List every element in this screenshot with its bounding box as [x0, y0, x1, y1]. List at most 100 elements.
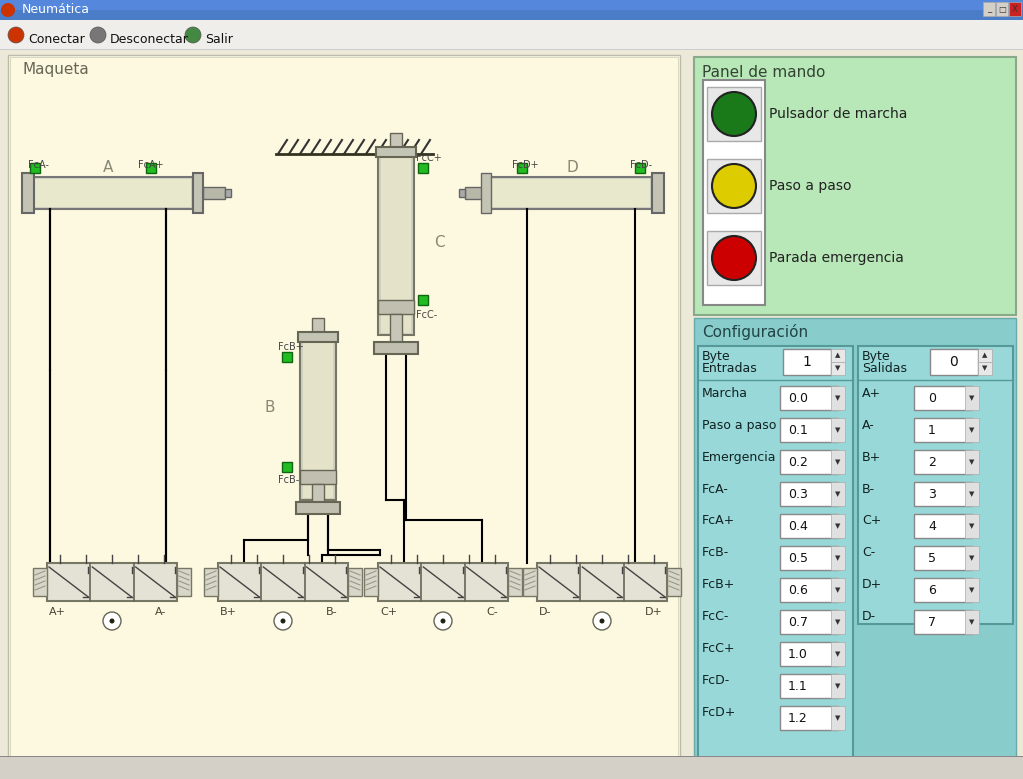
Text: D: D	[567, 160, 579, 175]
Text: FcD-: FcD-	[702, 675, 730, 688]
Bar	[146, 163, 155, 173]
Bar	[379, 563, 508, 601]
Bar	[780, 482, 838, 506]
Text: ▼: ▼	[970, 555, 975, 561]
Bar	[508, 568, 522, 596]
Text: 0.5: 0.5	[788, 552, 808, 565]
Text: FcA-: FcA-	[28, 160, 49, 170]
Bar	[459, 189, 465, 197]
Text: 0.1: 0.1	[788, 424, 808, 436]
Bar	[23, 173, 34, 213]
Text: Emergencia: Emergencia	[702, 450, 776, 464]
Bar	[390, 314, 402, 344]
Text: B+: B+	[220, 607, 237, 617]
Text: ▼: ▼	[836, 427, 841, 433]
Bar	[381, 157, 411, 333]
Text: ▼: ▼	[836, 715, 841, 721]
Text: A+: A+	[49, 607, 66, 617]
Text: FcC-: FcC-	[416, 310, 437, 320]
Bar	[965, 386, 979, 410]
Text: ▼: ▼	[836, 523, 841, 529]
Text: Salidas: Salidas	[862, 362, 907, 375]
Circle shape	[1, 3, 15, 17]
Text: ▼: ▼	[970, 587, 975, 593]
Bar	[30, 179, 191, 207]
Text: □: □	[998, 5, 1006, 13]
Bar	[0, 757, 1023, 779]
Bar	[296, 502, 340, 514]
Circle shape	[185, 27, 201, 43]
Bar	[831, 482, 845, 506]
Text: Pulsador de marcha: Pulsador de marcha	[769, 107, 907, 121]
Text: 0.7: 0.7	[788, 615, 808, 629]
Bar	[780, 706, 838, 730]
Bar	[517, 163, 527, 173]
Bar	[0, 49, 1023, 50]
Text: FcB+: FcB+	[278, 342, 304, 352]
Text: FcD+: FcD+	[702, 707, 737, 720]
Bar	[780, 418, 838, 442]
Bar	[10, 57, 678, 767]
Bar	[930, 349, 978, 375]
Bar	[780, 386, 838, 410]
Bar	[965, 610, 979, 634]
Text: FcC-: FcC-	[702, 611, 729, 623]
Text: C-: C-	[486, 607, 498, 617]
Bar	[193, 173, 203, 213]
Bar	[780, 450, 838, 474]
Text: Paso a paso: Paso a paso	[702, 418, 776, 432]
Bar	[703, 80, 765, 305]
Bar	[831, 386, 845, 410]
Text: ▼: ▼	[970, 523, 975, 529]
Text: A-: A-	[155, 607, 167, 617]
Bar	[831, 349, 845, 362]
Text: ▼: ▼	[970, 619, 975, 625]
Text: 0.3: 0.3	[788, 488, 808, 500]
Bar	[379, 155, 414, 335]
Bar	[983, 2, 995, 16]
Bar	[30, 163, 40, 173]
Text: Panel de mando: Panel de mando	[702, 65, 826, 80]
Bar	[28, 177, 193, 209]
Text: 2: 2	[928, 456, 936, 468]
Text: ▼: ▼	[836, 651, 841, 657]
Text: Desconectar: Desconectar	[110, 33, 189, 45]
Bar	[831, 578, 845, 602]
Text: FcC+: FcC+	[702, 643, 736, 655]
Text: B-: B-	[862, 482, 875, 495]
Circle shape	[441, 619, 445, 623]
Text: ▼: ▼	[970, 395, 975, 401]
Bar	[707, 231, 761, 285]
Bar	[0, 0, 1023, 20]
Bar	[831, 706, 845, 730]
Text: ▼: ▼	[836, 683, 841, 689]
Text: D+: D+	[862, 579, 882, 591]
Text: ▲: ▲	[982, 352, 987, 358]
Bar	[831, 514, 845, 538]
Bar	[0, 20, 1023, 50]
Circle shape	[280, 619, 285, 623]
Text: 1.2: 1.2	[788, 711, 808, 724]
Bar	[831, 418, 845, 442]
Text: 7: 7	[928, 615, 936, 629]
Bar	[698, 346, 853, 764]
Text: X: X	[1012, 5, 1018, 13]
Bar	[8, 55, 680, 769]
Text: 0.4: 0.4	[788, 520, 808, 533]
Text: B+: B+	[862, 450, 881, 464]
Text: C+: C+	[380, 607, 397, 617]
Text: 6: 6	[928, 583, 936, 597]
Text: A-: A-	[862, 418, 875, 432]
Bar	[312, 484, 324, 504]
Text: FcD-: FcD-	[630, 160, 652, 170]
Bar	[996, 2, 1008, 16]
Text: ▼: ▼	[836, 365, 841, 371]
Text: ▲: ▲	[836, 352, 841, 358]
Bar	[707, 87, 761, 141]
Text: 1: 1	[928, 424, 936, 436]
Text: 1: 1	[803, 355, 811, 369]
Bar	[694, 57, 1016, 315]
Bar	[831, 362, 845, 375]
Text: B: B	[265, 400, 275, 415]
Circle shape	[712, 92, 756, 136]
